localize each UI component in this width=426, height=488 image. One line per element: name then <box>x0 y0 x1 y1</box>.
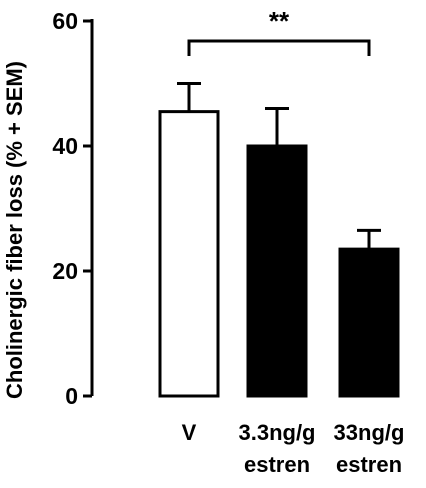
significance-group: ** <box>187 6 371 56</box>
y-tick-label: 60 <box>52 8 78 34</box>
y-tick-label: 0 <box>65 383 78 409</box>
y-ticks-group: 0 20 40 60 <box>52 8 92 409</box>
x-category-label: estren <box>244 452 310 477</box>
y-tick-label: 20 <box>52 258 78 284</box>
bar <box>338 247 400 398</box>
bar <box>246 144 308 398</box>
significance-label: ** <box>269 6 290 36</box>
bar <box>158 110 220 398</box>
x-category-label: V <box>182 420 197 445</box>
x-category-label: estren <box>336 452 402 477</box>
x-category-label: 3.3ng/g <box>238 420 315 445</box>
x-category-label: 33ng/g <box>334 420 405 445</box>
y-axis-label: Cholinergic fiber loss (% + SEM) <box>2 61 27 399</box>
significance-bracket <box>187 39 371 56</box>
y-tick-label: 40 <box>52 133 78 159</box>
x-labels-group: V 3.3ng/g estren 33ng/g estren <box>182 420 405 477</box>
error-bars-group <box>177 82 381 250</box>
bars-group <box>158 110 400 398</box>
